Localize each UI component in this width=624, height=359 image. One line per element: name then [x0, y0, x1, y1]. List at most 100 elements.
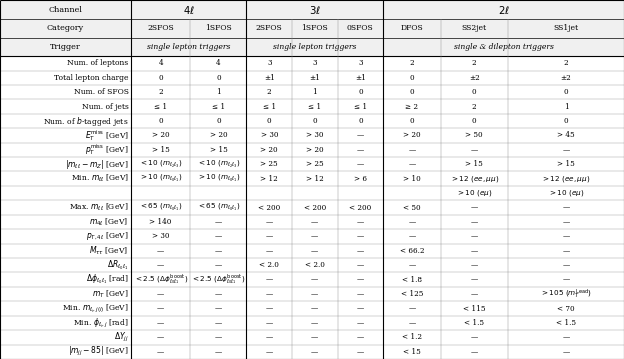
Text: > 20: > 20	[260, 146, 278, 154]
Text: $p_{T,4\ell}$ [GeV]: $p_{T,4\ell}$ [GeV]	[86, 230, 129, 242]
Text: > 25: > 25	[260, 160, 278, 168]
Text: —: —	[470, 204, 478, 211]
Text: —: —	[266, 290, 273, 298]
Text: —: —	[215, 247, 222, 255]
Text: —: —	[266, 304, 273, 313]
Text: ±1: ±1	[264, 74, 275, 82]
Text: $2\ell$: $2\ell$	[497, 4, 510, 15]
Text: < 1.5: < 1.5	[556, 319, 576, 327]
Text: Num. of jets: Num. of jets	[82, 103, 129, 111]
Text: 4: 4	[216, 59, 221, 67]
Text: < 66.2: < 66.2	[399, 247, 424, 255]
Text: $< 2.5\ (\Delta\phi_{\ell_0\ell_1}^{\rm boost})$: $< 2.5\ (\Delta\phi_{\ell_0\ell_1}^{\rm …	[134, 272, 188, 287]
Text: —: —	[562, 348, 570, 356]
Text: —: —	[408, 232, 416, 241]
Text: 0: 0	[216, 117, 221, 125]
Text: 2SFOS: 2SFOS	[256, 24, 283, 32]
Text: > 12: > 12	[306, 175, 324, 183]
Text: single & dilepton triggers: single & dilepton triggers	[454, 43, 553, 51]
Text: Total lepton charge: Total lepton charge	[54, 74, 129, 82]
Text: —: —	[470, 247, 478, 255]
Text: $4\ell$: $4\ell$	[183, 4, 195, 15]
Text: 0: 0	[409, 88, 414, 96]
Text: $> 10\ (m_{\ell_0\ell_1})$: $> 10\ (m_{\ell_0\ell_1})$	[197, 173, 240, 184]
Text: $m_T$ [GeV]: $m_T$ [GeV]	[92, 288, 129, 300]
Text: Trigger: Trigger	[50, 43, 81, 51]
Text: —: —	[470, 261, 478, 269]
Text: —: —	[408, 304, 416, 313]
Text: 0: 0	[358, 88, 363, 96]
Text: SS1jet: SS1jet	[553, 24, 578, 32]
Text: $\Delta\phi_{\ell_0\ell_1}$ [rad]: $\Delta\phi_{\ell_0\ell_1}$ [rad]	[85, 273, 129, 286]
Text: SS2jet: SS2jet	[462, 24, 487, 32]
Text: 2: 2	[563, 59, 568, 67]
Text: $< 65\ (m_{\ell_0\ell_1})$: $< 65\ (m_{\ell_0\ell_1})$	[139, 202, 183, 213]
Text: 4: 4	[158, 59, 163, 67]
Polygon shape	[0, 0, 624, 19]
Text: —: —	[562, 218, 570, 226]
Text: —: —	[266, 276, 273, 284]
Text: —: —	[357, 319, 364, 327]
Text: ±1: ±1	[310, 74, 320, 82]
Text: single lepton triggers: single lepton triggers	[147, 43, 230, 51]
Text: —: —	[311, 334, 318, 341]
Text: 0: 0	[158, 74, 163, 82]
Text: $p_T^{\rm miss}$ [GeV]: $p_T^{\rm miss}$ [GeV]	[85, 143, 129, 157]
Text: < 200: < 200	[258, 204, 280, 211]
Text: < 1.2: < 1.2	[402, 334, 422, 341]
Text: —: —	[470, 334, 478, 341]
Text: ±2: ±2	[560, 74, 572, 82]
Text: 2: 2	[158, 88, 163, 96]
Text: < 1.8: < 1.8	[402, 276, 422, 284]
Text: ≤ 1: ≤ 1	[354, 103, 367, 111]
Text: 0: 0	[313, 117, 317, 125]
Text: Min. $m_{\ell_i,j(i)}$ [GeV]: Min. $m_{\ell_i,j(i)}$ [GeV]	[62, 302, 129, 314]
Text: Max. $m_{\ell\ell}$ [GeV]: Max. $m_{\ell\ell}$ [GeV]	[69, 202, 129, 213]
Text: $> 105\ (m_T^{\rm Lead})$: $> 105\ (m_T^{\rm Lead})$	[540, 288, 592, 301]
Text: > 12: > 12	[260, 175, 278, 183]
Polygon shape	[0, 38, 624, 56]
Text: 0: 0	[158, 117, 163, 125]
Text: —: —	[157, 290, 164, 298]
Text: $> 10\ (e\mu)$: $> 10\ (e\mu)$	[456, 188, 492, 198]
Text: < 200: < 200	[304, 204, 326, 211]
Text: ±1: ±1	[355, 74, 366, 82]
Text: < 200: < 200	[349, 204, 371, 211]
Text: < 2.0: < 2.0	[305, 261, 324, 269]
Text: > 45: > 45	[557, 131, 575, 139]
Text: $m_{4\ell}$ [GeV]: $m_{4\ell}$ [GeV]	[89, 216, 129, 228]
Text: Channel: Channel	[49, 6, 82, 14]
Text: < 15: < 15	[403, 348, 421, 356]
Text: Num. of SFOS: Num. of SFOS	[74, 88, 129, 96]
Text: —: —	[266, 247, 273, 255]
Text: —: —	[357, 131, 364, 139]
Text: > 15: > 15	[210, 146, 227, 154]
Text: Category: Category	[47, 24, 84, 32]
Text: $< 2.5\ (\Delta\phi_{\ell_0\ell_1}^{\rm boost})$: $< 2.5\ (\Delta\phi_{\ell_0\ell_1}^{\rm …	[192, 272, 245, 287]
Text: 0: 0	[563, 117, 568, 125]
Text: $E_T^{\rm miss}$ [GeV]: $E_T^{\rm miss}$ [GeV]	[85, 128, 129, 143]
Text: > 140: > 140	[150, 218, 172, 226]
Text: —: —	[266, 218, 273, 226]
Text: —: —	[357, 290, 364, 298]
Text: > 20: > 20	[306, 146, 324, 154]
Text: 0SFOS: 0SFOS	[347, 24, 374, 32]
Text: —: —	[357, 334, 364, 341]
Text: 0: 0	[409, 74, 414, 82]
Text: —: —	[357, 348, 364, 356]
Text: —: —	[266, 348, 273, 356]
Text: —: —	[311, 290, 318, 298]
Text: —: —	[215, 232, 222, 241]
Text: —: —	[562, 334, 570, 341]
Text: < 70: < 70	[557, 304, 575, 313]
Text: —: —	[470, 276, 478, 284]
Text: single lepton triggers: single lepton triggers	[273, 43, 356, 51]
Text: < 1.5: < 1.5	[464, 319, 484, 327]
Text: —: —	[562, 204, 570, 211]
Text: —: —	[357, 232, 364, 241]
Text: 2: 2	[472, 103, 477, 111]
Text: —: —	[357, 218, 364, 226]
Text: 2: 2	[409, 59, 414, 67]
Text: —: —	[470, 146, 478, 154]
Text: $> 12\ (ee,\mu\mu)$: $> 12\ (ee,\mu\mu)$	[449, 174, 499, 184]
